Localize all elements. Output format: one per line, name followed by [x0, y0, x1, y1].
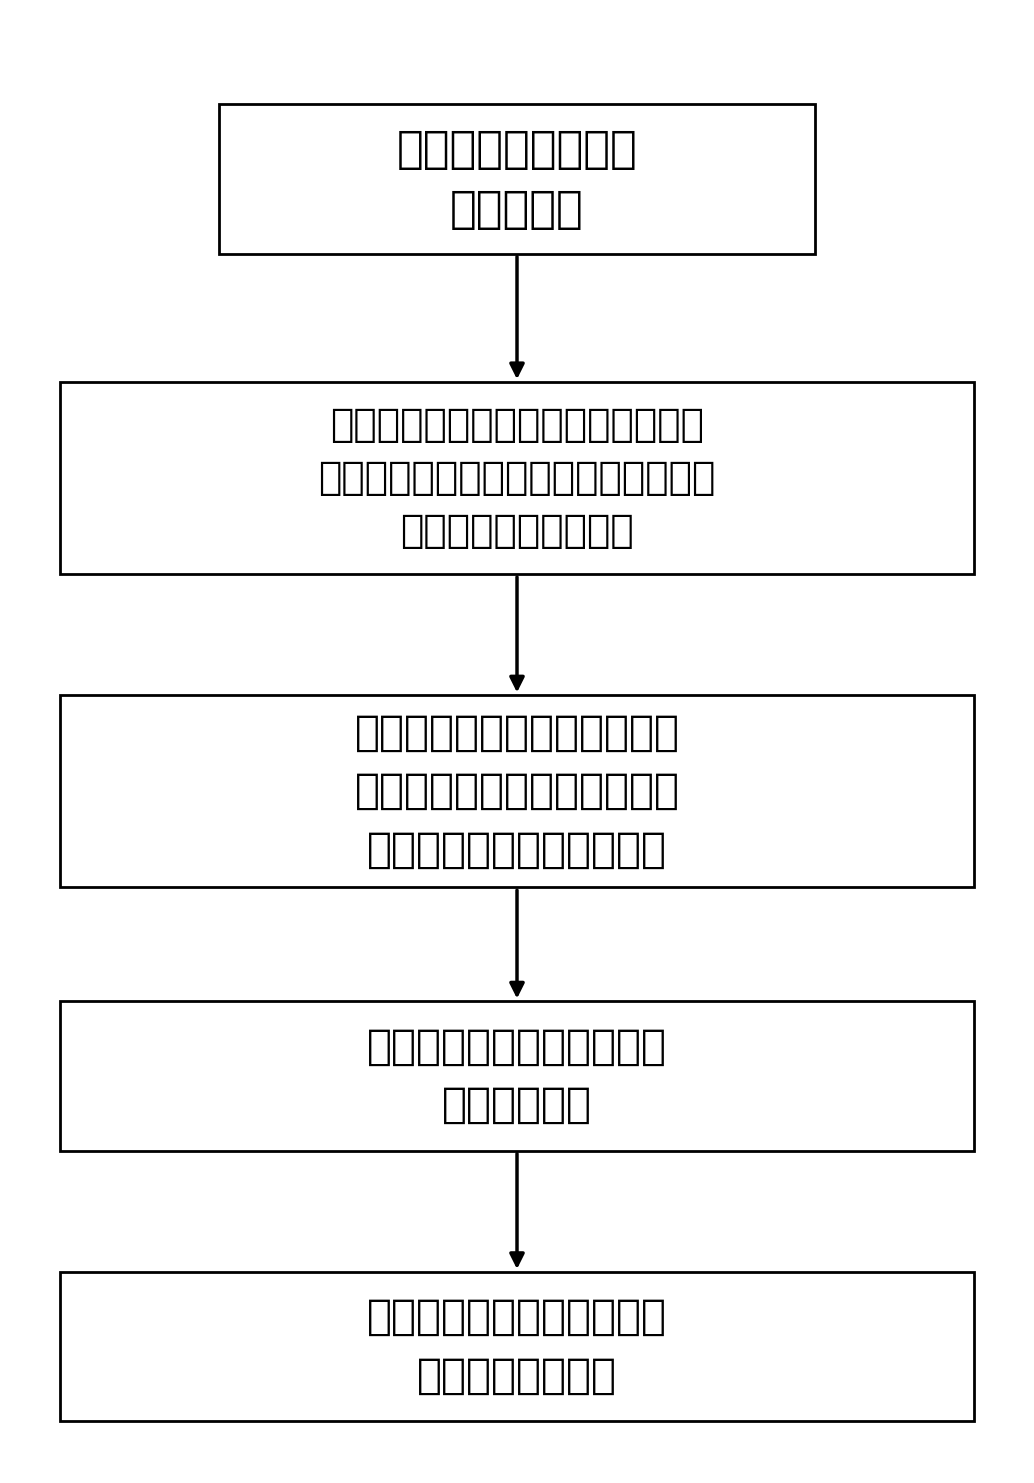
Text: 设定住宅建筑模型和内嵌管式围护结
构供冷系统的结构及热工参数，并设置
住宅建筑模型的内外扰: 设定住宅建筑模型和内嵌管式围护结 构供冷系统的结构及热工参数，并设置 住宅建筑模…: [318, 406, 716, 550]
FancyBboxPatch shape: [60, 1272, 974, 1421]
FancyBboxPatch shape: [60, 383, 974, 574]
Text: 确定内嵌供冷水管的供冷时长
方案和供冷时长评价指标并获
取供冷时长评价指标的权重: 确定内嵌供冷水管的供冷时长 方案和供冷时长评价指标并获 取供冷时长评价指标的权重: [355, 712, 679, 871]
FancyBboxPatch shape: [60, 696, 974, 887]
Text: 住宅建筑模型中最优供冷时
间分布方案的获取: 住宅建筑模型中最优供冷时 间分布方案的获取: [367, 1296, 667, 1397]
Text: 住宅建筑模型中最优供冷时
长方案的获取: 住宅建筑模型中最优供冷时 长方案的获取: [367, 1026, 667, 1126]
FancyBboxPatch shape: [219, 104, 815, 254]
Text: 建立住宅建筑及空调
系统的模型: 建立住宅建筑及空调 系统的模型: [397, 128, 637, 231]
FancyBboxPatch shape: [60, 1001, 974, 1151]
